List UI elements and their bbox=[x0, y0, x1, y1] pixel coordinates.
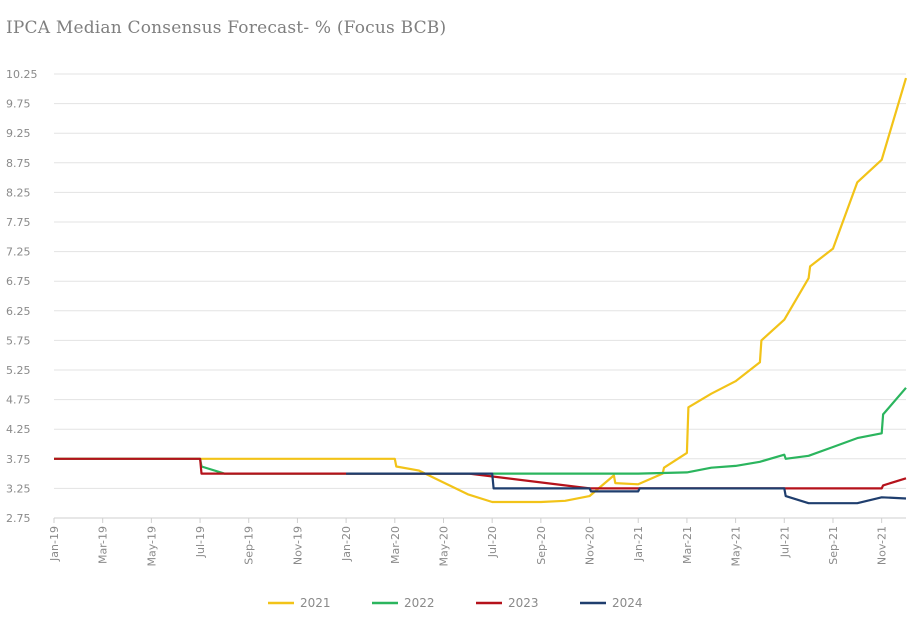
x-tick-label: Jan-20 bbox=[340, 526, 353, 562]
series-lines bbox=[54, 77, 908, 505]
x-tick-label: May-20 bbox=[437, 526, 450, 567]
legend: 2021 2022 2023 2024 bbox=[268, 596, 643, 610]
legend-label-2023: 2023 bbox=[508, 596, 539, 610]
y-tick-label: 7.25 bbox=[6, 246, 31, 259]
y-tick-label: 6.75 bbox=[6, 275, 31, 288]
y-tick-label: 7.75 bbox=[6, 216, 31, 229]
y-tick-label: 5.25 bbox=[6, 364, 31, 377]
x-tick-label: Jul-21 bbox=[778, 526, 791, 558]
x-tick-label: Sep-20 bbox=[535, 526, 548, 565]
gridlines bbox=[54, 73, 906, 519]
y-tick-label: 3.75 bbox=[6, 453, 31, 466]
x-tick-label: Mar-19 bbox=[97, 526, 110, 564]
x-axis: Jan-19 Mar-19 May-19 Jul-19 Sep-19 Nov-19 Jan-… bbox=[48, 517, 906, 567]
x-tick-label: Mar-20 bbox=[389, 526, 402, 564]
x-tick-label: Nov-21 bbox=[876, 526, 889, 565]
x-tick-label: Nov-20 bbox=[584, 526, 597, 565]
x-tick-label: Mar-21 bbox=[681, 526, 694, 564]
x-tick-label: May-19 bbox=[145, 526, 158, 567]
y-tick-label: 3.25 bbox=[6, 482, 31, 495]
y-axis-ticks: 2.75 3.25 3.75 4.25 4.75 5.25 5.75 6.25 6.75 7.25… bbox=[6, 68, 38, 525]
y-tick-label: 4.25 bbox=[6, 423, 31, 436]
y-tick-label: 6.25 bbox=[6, 305, 31, 318]
y-tick-label: 4.75 bbox=[6, 394, 31, 407]
x-tick-label: Sep-19 bbox=[243, 526, 256, 565]
x-tick-label: Jan-21 bbox=[632, 526, 645, 562]
y-tick-label: 2.75 bbox=[6, 512, 31, 525]
x-tick-label: Jul-19 bbox=[194, 526, 207, 558]
chart-title: IPCA Median Consensus Forecast- % (Focus… bbox=[6, 18, 447, 38]
x-tick-label: May-21 bbox=[730, 526, 743, 567]
x-tick-label: Jan-19 bbox=[48, 526, 61, 562]
y-tick-label: 8.25 bbox=[6, 186, 31, 199]
y-tick-label: 5.75 bbox=[6, 334, 31, 347]
series-line-2024 bbox=[346, 472, 907, 505]
y-tick-label: 9.75 bbox=[6, 98, 31, 111]
series-line-2022 bbox=[54, 387, 907, 475]
series-line-2021 bbox=[54, 77, 908, 504]
x-tick-label: Sep-21 bbox=[827, 526, 840, 565]
y-tick-label: 9.25 bbox=[6, 127, 31, 140]
y-tick-label: 8.75 bbox=[6, 157, 31, 170]
legend-label-2021: 2021 bbox=[300, 596, 331, 610]
y-tick-label: 10.25 bbox=[6, 68, 38, 81]
x-tick-label: Nov-19 bbox=[291, 526, 304, 565]
legend-label-2024: 2024 bbox=[612, 596, 643, 610]
x-tick-label: Jul-20 bbox=[486, 526, 499, 558]
legend-label-2022: 2022 bbox=[404, 596, 435, 610]
